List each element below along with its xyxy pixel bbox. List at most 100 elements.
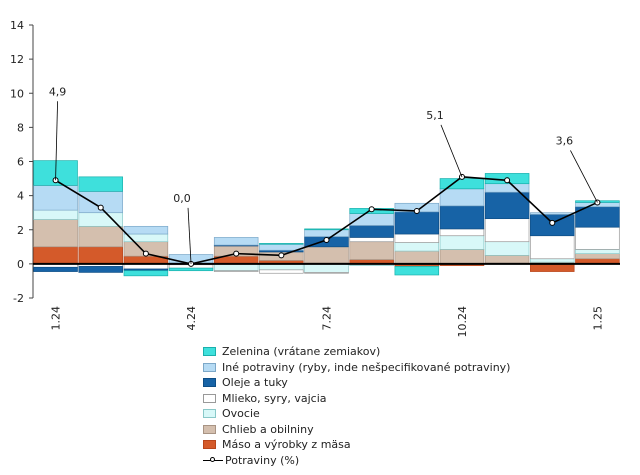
bar-segment bbox=[304, 263, 349, 273]
y-tick-label: 8 bbox=[17, 121, 24, 134]
bar-segment bbox=[213, 263, 259, 272]
bar-segment bbox=[304, 246, 349, 264]
line-point bbox=[233, 250, 240, 257]
legend-label: Mlieko, syry, vajcia bbox=[222, 391, 327, 405]
bar-segment bbox=[439, 228, 485, 237]
bar-segment bbox=[439, 249, 485, 265]
y-tick-label: -2 bbox=[13, 292, 24, 305]
bar-segment bbox=[33, 219, 78, 248]
line-point bbox=[323, 236, 330, 243]
y-tick-label: 0 bbox=[17, 258, 24, 271]
x-tick-label: 7.24 bbox=[321, 306, 334, 331]
bar-segment bbox=[78, 246, 123, 265]
legend-swatch bbox=[203, 440, 216, 450]
annotation-leader bbox=[440, 124, 463, 178]
bar-segment bbox=[213, 237, 259, 246]
bar-segment bbox=[349, 237, 394, 243]
bar-segment bbox=[575, 226, 620, 250]
bar-segment bbox=[484, 183, 530, 193]
legend-item-maso: Máso a výrobky z mäsa bbox=[203, 437, 510, 453]
legend-label: Ovocie bbox=[222, 407, 260, 421]
y-tick-label: 4 bbox=[17, 190, 24, 203]
line-point bbox=[142, 250, 149, 257]
y-tick-label: 10 bbox=[10, 87, 24, 100]
annotation-label: 0,0 bbox=[173, 192, 191, 205]
bar-segment bbox=[530, 263, 575, 272]
line-point bbox=[278, 252, 285, 259]
bar-segment bbox=[123, 270, 169, 277]
legend-item-potraviny: Potraviny (%) bbox=[203, 453, 510, 469]
bar-segment bbox=[33, 266, 78, 272]
legend-swatch bbox=[203, 378, 216, 388]
bar-segment bbox=[349, 241, 394, 260]
y-tick-label: 12 bbox=[10, 53, 24, 66]
annotation-leader bbox=[55, 101, 58, 181]
bar-segment bbox=[439, 188, 485, 207]
bar-segment bbox=[439, 205, 485, 230]
bar-segment bbox=[484, 191, 530, 220]
bar-segment bbox=[530, 212, 575, 215]
legend-swatch bbox=[203, 409, 216, 419]
bar-segment bbox=[259, 243, 304, 245]
legend-swatch bbox=[203, 393, 216, 403]
annotation-leader bbox=[570, 150, 598, 203]
bar-segment bbox=[394, 242, 440, 252]
annotation-label: 3,6 bbox=[556, 134, 574, 147]
legend-item-chlieb: Chlieb a obilniny bbox=[203, 422, 510, 438]
bar-segment bbox=[123, 225, 169, 235]
bar-segment bbox=[394, 250, 440, 265]
line-point bbox=[368, 206, 375, 213]
legend-item-mlieko: Mlieko, syry, vajcia bbox=[203, 391, 510, 407]
bar-segment bbox=[530, 235, 575, 260]
line-point bbox=[504, 177, 511, 184]
line-point bbox=[413, 207, 420, 214]
y-tick-label: 2 bbox=[17, 224, 24, 237]
bar-segment bbox=[304, 272, 349, 274]
y-tick-label: 6 bbox=[17, 156, 24, 169]
bar-segment bbox=[349, 225, 394, 238]
bar-segment bbox=[168, 267, 214, 272]
annotation-label: 4,9 bbox=[49, 85, 67, 98]
legend-label: Oleje a tuky bbox=[222, 376, 288, 390]
bar-segment bbox=[439, 178, 485, 190]
legend-swatch bbox=[203, 347, 216, 357]
bar-segment bbox=[259, 269, 304, 274]
legend-label: Zelenina (vrátane zemiakov) bbox=[222, 345, 381, 359]
legend-swatch bbox=[203, 424, 216, 434]
x-tick-label: 1.25 bbox=[591, 306, 604, 331]
legend-item-ine-potraviny: Iné potraviny (ryby, inde nešpecifikovan… bbox=[203, 360, 510, 376]
bar-segment bbox=[484, 241, 530, 256]
x-tick-label: 10.24 bbox=[456, 306, 469, 338]
line-point bbox=[97, 204, 104, 211]
legend-label: Máso a výrobky z mäsa bbox=[222, 438, 351, 452]
chart: -2 0 2 4 6 8 10 12 14 1.24 4.24 7.24 10.24 1.25 4,9 0,0… bbox=[10, 19, 620, 338]
legend-line-swatch bbox=[203, 456, 223, 465]
bar-segment bbox=[304, 229, 349, 237]
legend-label: Potraviny (%) bbox=[225, 453, 300, 467]
bar-segment bbox=[484, 218, 530, 243]
bar-segment bbox=[439, 235, 485, 250]
legend-item-oleje: Oleje a tuky bbox=[203, 375, 510, 391]
legend-item-zelenina: Zelenina (vrátane zemiakov) bbox=[203, 344, 510, 360]
bar-segment bbox=[394, 211, 440, 235]
legend: Zelenina (vrátane zemiakov) Iné potravin… bbox=[203, 344, 510, 468]
bar-segment bbox=[394, 266, 440, 276]
bar-segment bbox=[575, 253, 620, 260]
x-tick-label: 4.24 bbox=[185, 306, 198, 331]
bar-segment bbox=[78, 225, 123, 248]
bar-segment bbox=[78, 266, 123, 273]
annotation-label: 5,1 bbox=[426, 109, 444, 122]
legend-item-ovocie: Ovocie bbox=[203, 406, 510, 422]
bar-segment bbox=[33, 246, 78, 265]
bar-segment bbox=[575, 249, 620, 254]
x-tick-label: 1.24 bbox=[50, 306, 63, 331]
legend-label: Iné potraviny (ryby, inde nešpecifikovan… bbox=[222, 360, 511, 374]
legend-swatch bbox=[203, 362, 216, 372]
bar-segment bbox=[484, 254, 530, 264]
bar-segment bbox=[213, 270, 259, 272]
annotation-leader bbox=[187, 207, 192, 264]
y-tick-label: 14 bbox=[10, 19, 24, 32]
bar-segment bbox=[530, 258, 575, 263]
line-point bbox=[549, 219, 556, 226]
bar-segment bbox=[304, 228, 349, 231]
